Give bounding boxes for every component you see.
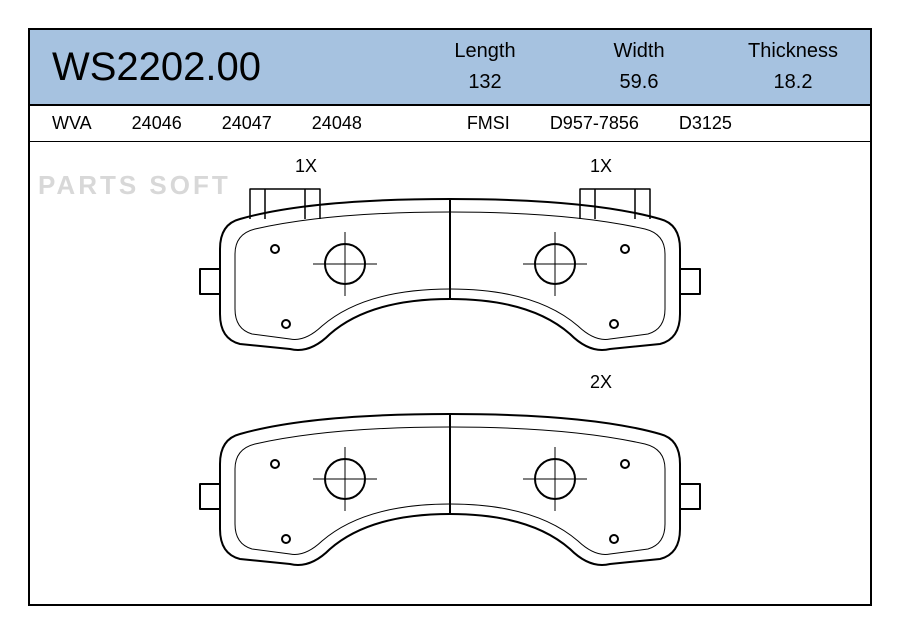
fmsi-label: FMSI	[467, 113, 510, 134]
dim-label: Length	[454, 40, 515, 63]
header-row: WS2202.00 Length 132 Width 59.6 Thicknes…	[30, 30, 870, 106]
dim-label: Thickness	[748, 40, 838, 63]
wva-code: 24048	[312, 113, 362, 134]
brake-pad-drawing	[170, 159, 730, 589]
dim-value: 132	[468, 71, 501, 94]
dim-value: 18.2	[774, 71, 813, 94]
wva-label: WVA	[52, 113, 92, 134]
dim-label: Width	[613, 40, 664, 63]
codes-row: WVA 24046 24047 24048 FMSI D957-7856 D31…	[30, 106, 870, 142]
dim-length: Length 132	[408, 30, 562, 104]
dim-width: Width 59.6	[562, 30, 716, 104]
part-number: WS2202.00	[30, 30, 408, 104]
dim-thickness: Thickness 18.2	[716, 30, 870, 104]
wva-code: 24046	[132, 113, 182, 134]
fmsi-code: D3125	[679, 113, 732, 134]
dim-value: 59.6	[620, 71, 659, 94]
wva-code: 24047	[222, 113, 272, 134]
drawing-area: 1X 1X 2X	[30, 142, 870, 606]
fmsi-code: D957-7856	[550, 113, 639, 134]
